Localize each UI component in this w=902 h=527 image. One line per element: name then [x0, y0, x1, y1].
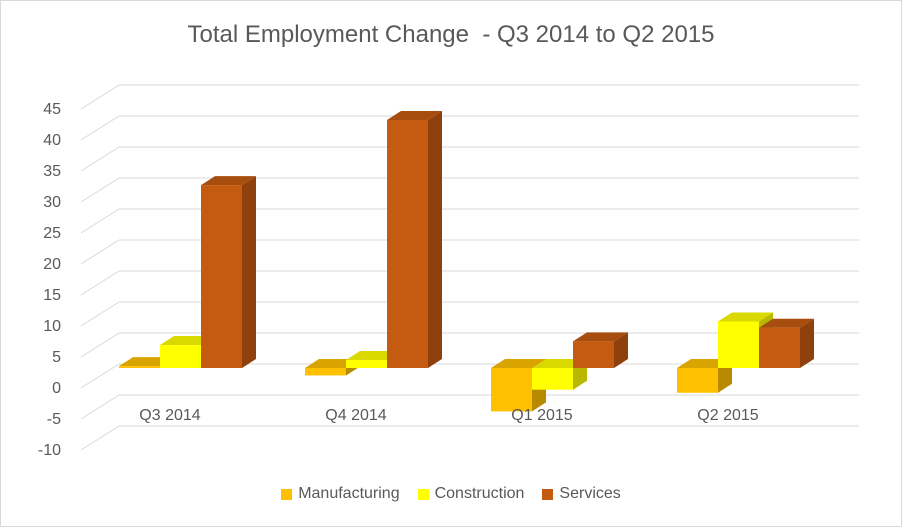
gridline-side: [80, 425, 120, 451]
bar-top: [759, 318, 814, 328]
legend-swatch: [542, 488, 554, 500]
bar: [160, 345, 201, 368]
x-tick-label: Q4 2014: [325, 407, 386, 424]
bar: [573, 341, 614, 368]
bar-top: [201, 176, 256, 186]
legend-item: Services: [542, 485, 621, 503]
y-tick-label: 35: [43, 163, 61, 180]
y-tick-label: 5: [52, 349, 61, 366]
gridline-side: [80, 301, 120, 327]
y-tick-label: 0: [52, 380, 61, 397]
bar-top: [491, 359, 546, 368]
bar: [759, 327, 800, 368]
legend-swatch: [281, 488, 293, 500]
y-tick-label: 20: [43, 256, 61, 273]
y-tick-label: 40: [43, 132, 61, 149]
gridline-side: [80, 208, 120, 234]
x-tick-label: Q3 2014: [139, 407, 200, 424]
chart-legend: Manufacturing Construction Services: [1, 485, 901, 503]
bar: [387, 120, 428, 368]
bar: [346, 359, 387, 368]
bar: [119, 366, 160, 368]
bar-top: [387, 111, 442, 120]
gridline-side: [80, 146, 120, 172]
bar-top: [573, 332, 628, 342]
gridline-side: [80, 394, 120, 420]
gridline-side: [80, 332, 120, 358]
bar-side: [428, 111, 442, 368]
y-tick-label: 30: [43, 194, 61, 211]
legend-label: Manufacturing: [298, 485, 400, 502]
y-tick-label: 10: [43, 318, 61, 335]
legend-label: Services: [559, 485, 621, 502]
legend-item: Manufacturing: [281, 485, 400, 503]
legend-swatch: [417, 488, 429, 500]
legend-item: Construction: [417, 485, 525, 503]
bar-top: [718, 312, 773, 322]
bar: [491, 368, 532, 412]
x-tick-label: Q1 2015: [511, 407, 572, 424]
gridline-side: [80, 363, 120, 389]
gridline-side: [80, 115, 120, 141]
bar: [201, 185, 242, 368]
gridline-side: [80, 84, 120, 110]
gridline-side: [80, 239, 120, 265]
bar: [532, 368, 573, 390]
bar-side: [800, 318, 814, 368]
x-tick-label: Q2 2015: [697, 407, 758, 424]
bar: [718, 321, 759, 368]
bar: [305, 368, 346, 376]
bar-side: [242, 176, 256, 368]
bar: [677, 368, 718, 393]
bar-side: [614, 332, 628, 368]
y-tick-label: 45: [43, 101, 61, 118]
y-tick-label: -10: [38, 442, 61, 459]
gridline-side: [80, 270, 120, 296]
y-tick-label: 15: [43, 287, 61, 304]
chart-title: Total Employment Change - Q3 2014 to Q2 …: [187, 21, 715, 48]
y-tick-label: -5: [47, 411, 61, 428]
gridline-side: [80, 177, 120, 203]
y-tick-label: 25: [43, 225, 61, 242]
legend-label: Construction: [434, 485, 525, 502]
